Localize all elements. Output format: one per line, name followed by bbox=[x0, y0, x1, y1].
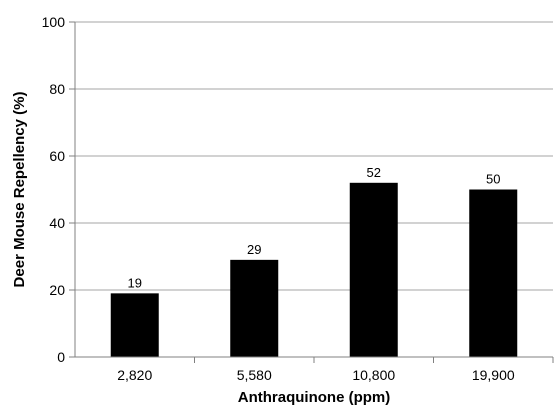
data-label: 52 bbox=[367, 165, 381, 180]
y-tick-label: 40 bbox=[49, 215, 65, 231]
x-tick-label: 19,900 bbox=[472, 367, 515, 383]
x-tick-label: 2,820 bbox=[117, 367, 152, 383]
bar bbox=[230, 259, 279, 357]
labels: 0 20 40 60 80 100 19 2,820 29 5,580 52 10,800 50 19,9… bbox=[42, 14, 515, 383]
bars bbox=[110, 182, 518, 357]
data-label: 19 bbox=[128, 275, 142, 290]
y-tick-label: 100 bbox=[42, 14, 66, 30]
y-tick-label: 0 bbox=[57, 349, 65, 365]
axes bbox=[69, 21, 554, 363]
y-tick-label: 20 bbox=[49, 282, 65, 298]
bar bbox=[469, 189, 518, 357]
x-tick-label: 10,800 bbox=[352, 367, 395, 383]
x-tick-label: 5,580 bbox=[237, 367, 272, 383]
bar bbox=[349, 182, 398, 357]
y-axis-title: Deer Mouse Repellency (%) bbox=[11, 92, 28, 288]
y-tick-label: 80 bbox=[49, 81, 65, 97]
data-label: 50 bbox=[486, 172, 500, 187]
data-label: 29 bbox=[247, 242, 261, 257]
y-tick-label: 60 bbox=[49, 148, 65, 164]
bar bbox=[110, 293, 159, 357]
x-axis-title: Anthraquinone (ppm) bbox=[238, 389, 390, 406]
